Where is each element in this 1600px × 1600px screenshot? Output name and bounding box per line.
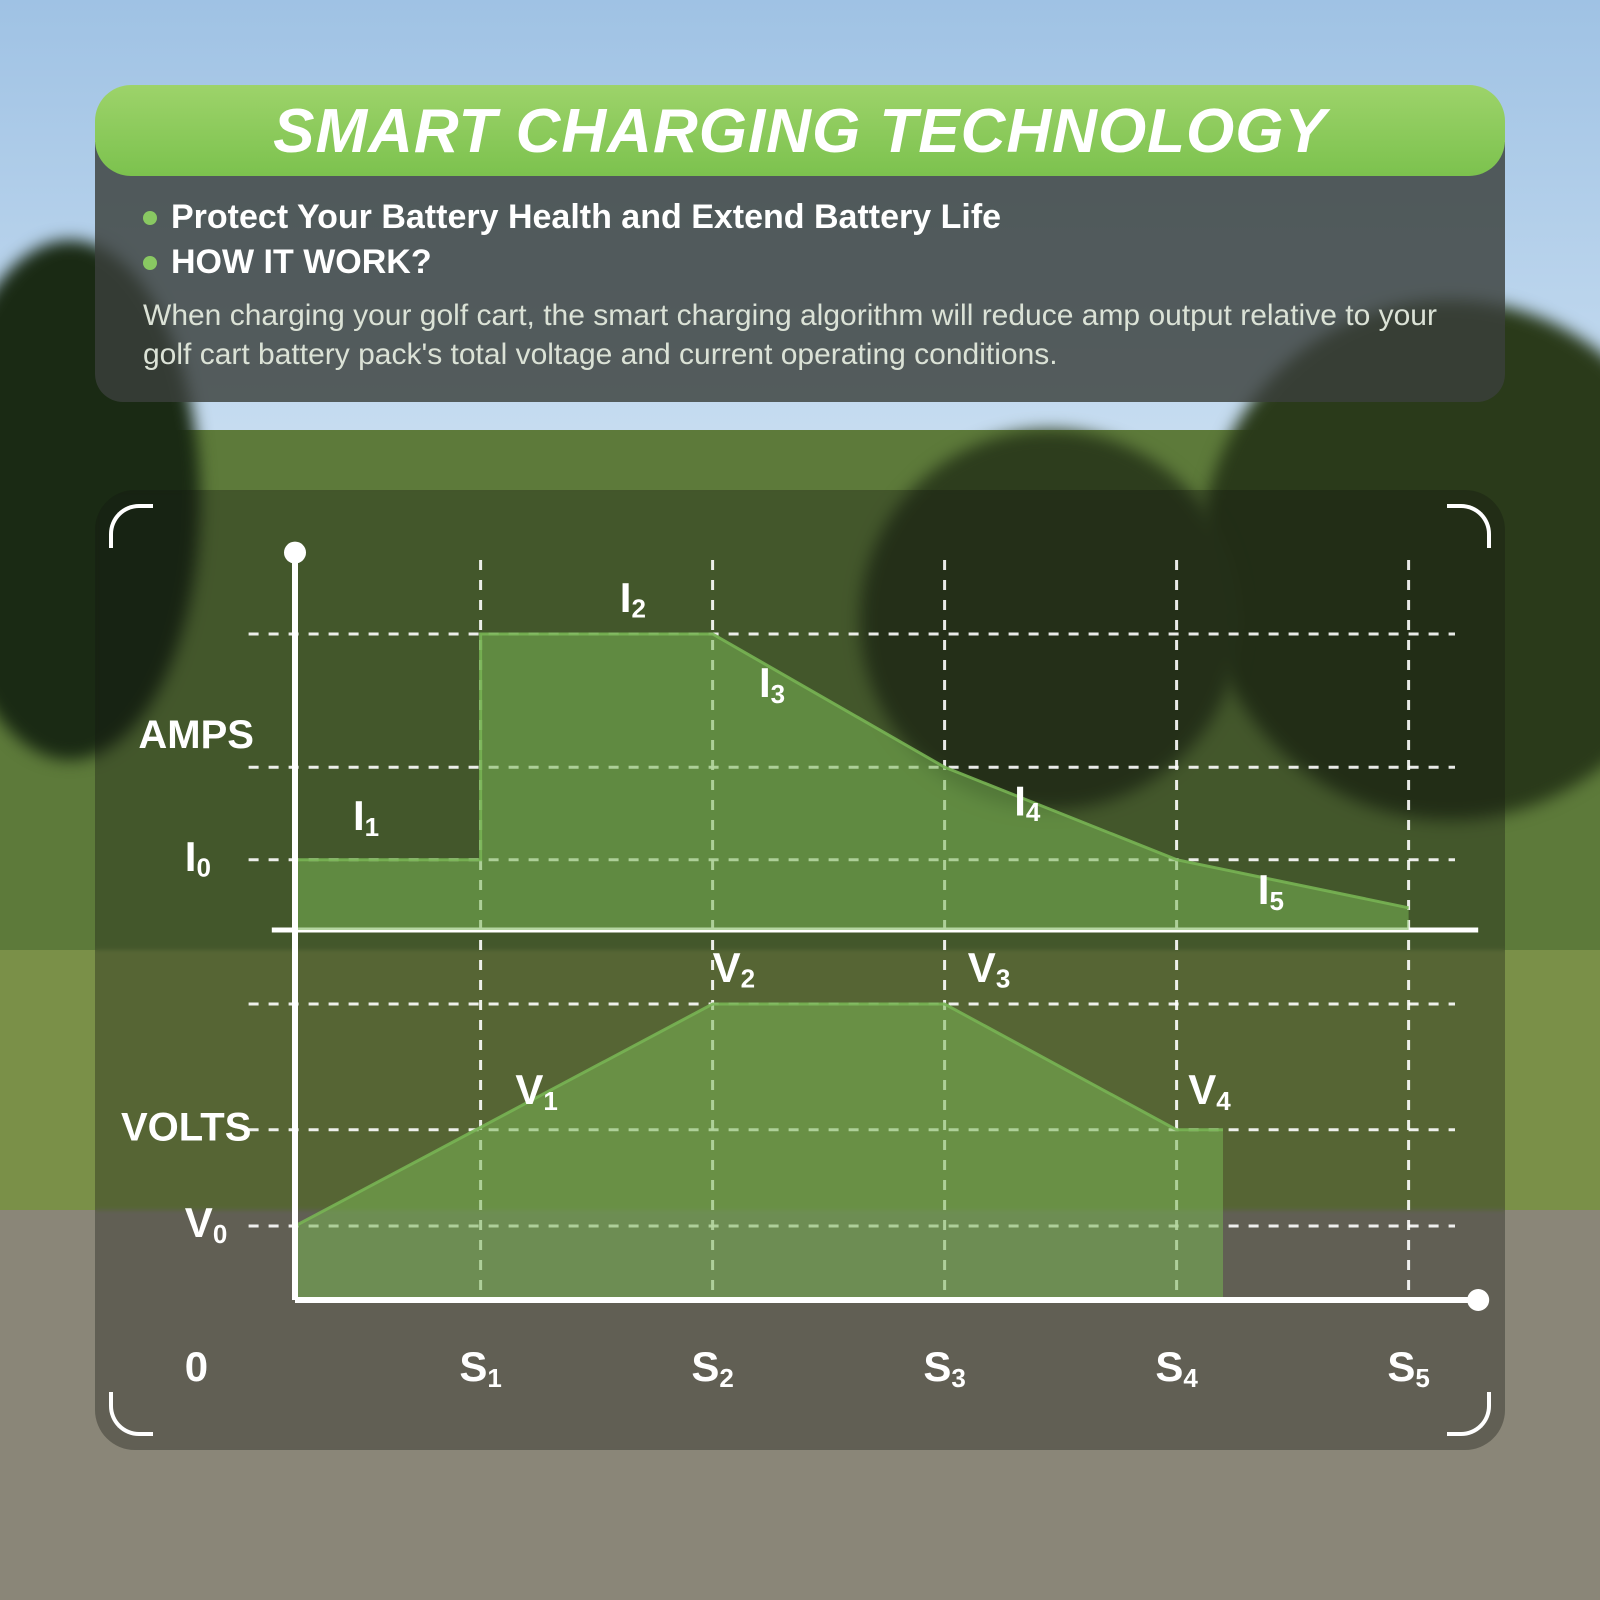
bullet-protect: Protect Your Battery Health and Extend B… bbox=[143, 198, 1457, 237]
svg-text:V3: V3 bbox=[968, 944, 1010, 994]
svg-text:I1: I1 bbox=[353, 792, 379, 842]
svg-text:S2: S2 bbox=[691, 1343, 733, 1393]
svg-text:S5: S5 bbox=[1387, 1343, 1429, 1393]
svg-text:S1: S1 bbox=[459, 1343, 501, 1393]
svg-text:AMPS: AMPS bbox=[138, 713, 254, 757]
svg-text:S4: S4 bbox=[1155, 1343, 1198, 1393]
svg-text:I2: I2 bbox=[620, 574, 646, 624]
svg-text:V4: V4 bbox=[1188, 1066, 1231, 1116]
svg-text:S3: S3 bbox=[923, 1343, 965, 1393]
svg-text:0: 0 bbox=[185, 1343, 208, 1390]
bullet-dot-icon bbox=[143, 256, 157, 270]
svg-text:V1: V1 bbox=[515, 1066, 557, 1116]
svg-text:V2: V2 bbox=[713, 944, 755, 994]
chart-svg: AMPS VOLTS I0 V0 0 S1 S2 S3 S4 S5 I1 I2 I3 I4 I5 V1 V2 V3… bbox=[95, 490, 1505, 1450]
bullet-how: HOW IT WORK? bbox=[143, 243, 1457, 282]
svg-text:I0: I0 bbox=[185, 833, 211, 883]
svg-text:VOLTS: VOLTS bbox=[121, 1105, 251, 1149]
svg-text:I5: I5 bbox=[1258, 866, 1284, 916]
charging-chart: AMPS VOLTS I0 V0 0 S1 S2 S3 S4 S5 I1 I2 I3 I4 I5 V1 V2 V3… bbox=[95, 490, 1505, 1450]
svg-text:I4: I4 bbox=[1014, 777, 1041, 827]
bullet-dot-icon bbox=[143, 211, 157, 225]
bullet-how-text: HOW IT WORK? bbox=[171, 243, 432, 282]
bullet-protect-text: Protect Your Battery Health and Extend B… bbox=[171, 198, 1001, 237]
page-title: SMART CHARGING TECHNOLOGY bbox=[95, 85, 1505, 176]
svg-text:V0: V0 bbox=[185, 1199, 227, 1249]
info-panel: Protect Your Battery Health and Extend B… bbox=[95, 142, 1505, 402]
info-body-text: When charging your golf cart, the smart … bbox=[143, 296, 1457, 374]
svg-text:I3: I3 bbox=[759, 659, 785, 709]
